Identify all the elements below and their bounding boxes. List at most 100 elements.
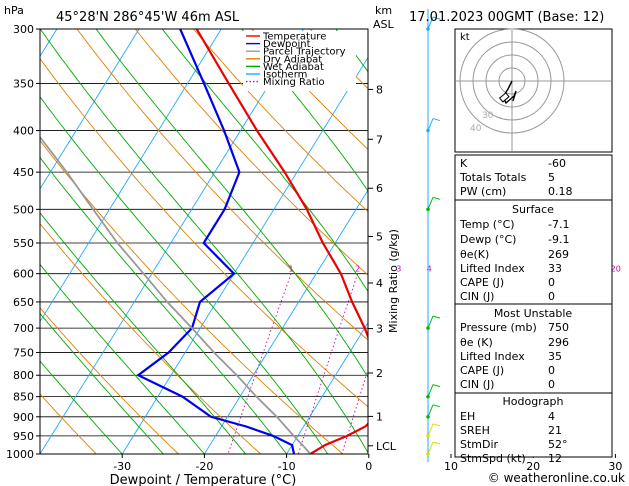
km-label: km [375,4,392,17]
storm-motion-marker [498,92,510,103]
wind-barb-feather [432,16,441,20]
mixing-ratio-label: 2 [355,265,360,274]
wet-adiabat-line [95,29,368,379]
wet-adiabat-line [40,212,246,454]
index-value-k: -60 [548,157,566,170]
datetime-title: 17.01.2023 00GMT (Base: 12) [409,10,604,25]
pressure-tick-label: 300 [13,23,34,36]
legend-label: Temperature [262,32,326,43]
dry-adiabat-line [193,29,368,213]
wind-barb-staff [427,423,434,437]
surface-label-dewp: Dewp (°C) [460,233,516,246]
hpa-label: hPa [4,4,24,17]
y-axis-label: Mixing Ratio (g/kg) [387,229,400,333]
pressure-tick-label: 550 [13,237,34,250]
km-tick-label: 4 [376,277,383,290]
axes: 1234681015202530035040045050055060065070… [6,23,622,473]
unstable-value-thetae: 296 [548,336,569,349]
copyright-footer: © weatheronline.co.uk [488,471,625,485]
surface-value-cin: 0 [548,290,555,303]
wind-barb-staff [427,197,434,210]
hodograph: kt 40 30 [454,28,613,153]
hodograph-frame [454,28,613,153]
hodo-table-title: Hodograph [503,395,564,408]
unstable-label-pressure: Pressure (mb) [460,321,537,334]
wind-barb-feather [432,441,441,445]
isotherm-line [121,56,368,454]
x-axis-label: Dewpoint / Temperature (°C) [110,473,297,486]
temperature-tick-label: 10 [444,460,458,473]
surface-label-cin: CIN (J) [460,290,494,303]
hodo-label-stmdir: StmDir [460,438,499,451]
mixing-ratio-label: 3 [396,265,401,274]
surface-value-thetae: 269 [548,248,569,261]
series-layer [40,29,368,454]
location-title: 45°28'N 286°45'W 46m ASL [56,10,240,25]
index-label-totals: Totals Totals [459,171,527,184]
wind-barb-feather [432,384,441,388]
legend-background [243,31,356,91]
isotherm-line [286,321,368,454]
dry-adiabat-line [40,222,262,454]
legend-label: Mixing Ratio [263,77,325,88]
hodo-value-stmspd: 12 [548,452,562,465]
wind-barb-staff [427,315,434,329]
wind-barb-staff [427,404,434,418]
hodo-label-eh: EH [460,410,475,423]
unstable-label-cin: CIN (J) [460,378,494,391]
wet-adiabat-line [40,360,123,454]
wind-barb-staff [427,384,434,397]
pressure-tick-label: 1000 [6,448,34,461]
mixing-ratio-label: 1 [289,265,294,274]
hodograph-ring-label-30: 30 [482,111,494,121]
surface-label-thetae: θe(K) [460,248,489,261]
km-tick-label: 3 [376,323,383,336]
unstable-value-pressure: 750 [548,321,569,334]
hodograph-unit: kt [460,32,470,43]
background-lines [40,29,629,454]
dry-adiabat-line [40,393,97,454]
surface-value-li: 33 [548,262,562,275]
dry-adiabat-line [40,307,179,454]
index-label-k: K [460,157,468,170]
legend-label: Isotherm [263,70,307,81]
wet-adiabat-line [161,29,368,293]
wind-barb-staff [427,16,434,30]
mixing-ratio-line [297,273,359,454]
wet-adiabat-line [40,29,368,454]
dry-adiabat-line [40,57,368,408]
km-tick-label: 1 [376,410,383,423]
unstable-label-thetae: θe (K) [460,336,493,349]
pressure-tick-label: 500 [13,203,34,216]
km-tick-label: 8 [376,83,383,96]
indices-frame [454,154,613,458]
unstable-value-li: 35 [548,350,562,363]
index-value-pw: 0.18 [548,185,573,198]
index-label-pw: PW (cm) [460,185,506,198]
surface-value-dewp: -9.1 [548,233,569,246]
unstable-value-cin: 0 [548,378,555,391]
km-tick-label: 7 [376,133,383,146]
wet-adiabat-line [40,312,164,454]
temperature-tick-label: -30 [113,460,131,473]
legend-label: Dewpoint [263,39,311,50]
wind-barb-feather [432,315,441,319]
legend-label: Parcel Trajectory [263,47,346,58]
temperature-tick-label: -10 [278,460,296,473]
isotherm-line [615,29,629,454]
mixing-ratio-label: 20 [611,265,621,274]
hodograph-ring-label-40: 40 [470,124,482,134]
surface-label-temp: Temp (°C) [459,218,515,231]
mixing-ratio-line [227,273,292,454]
pressure-tick-label: 450 [13,166,34,179]
wind-barb-feather [432,196,441,200]
wind-barb-feather [432,404,441,408]
wind-barb-feather [432,423,441,427]
unstable-value-cape: 0 [548,364,555,377]
mixing-ratio-line [374,274,429,454]
asl-label: ASL [373,18,395,31]
wet-adiabat-line [241,29,368,192]
surface-label-li: Lifted Index [460,262,525,275]
